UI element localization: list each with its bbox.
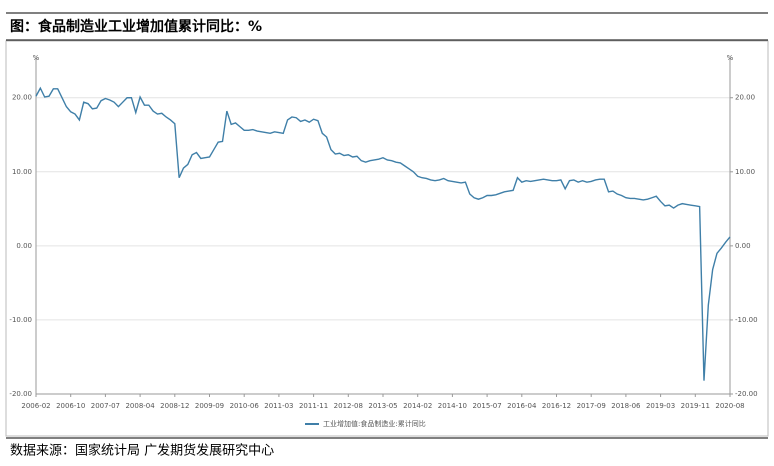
x-tick-label: 2016-04 xyxy=(507,402,537,410)
x-tick-label: 2008-12 xyxy=(160,402,189,410)
source-note: 数据来源：国家统计局 广发期货发展研究中心 xyxy=(10,443,274,459)
y2-tick-label: -10.00 xyxy=(735,316,758,324)
y-tick-label: 10.00 xyxy=(12,168,32,176)
y-tick-label: -10.00 xyxy=(9,316,32,324)
x-tick-label: 2016-12 xyxy=(542,402,571,410)
x-tick-label: 2006-02 xyxy=(21,402,50,410)
y2-tick-label: -20.00 xyxy=(735,390,758,398)
legend-label: 工业增加值:食品制造业:累计同比 xyxy=(323,419,426,428)
x-tick-label: 2018-06 xyxy=(611,402,641,410)
x-tick-label: 2015-07 xyxy=(472,402,501,410)
data-line xyxy=(35,86,731,381)
y-tick-label: -20.00 xyxy=(9,390,32,398)
x-tick-label: 2020-08 xyxy=(715,402,744,410)
x-tick-label: 2008-04 xyxy=(125,402,155,410)
x-tick-label: 2009-09 xyxy=(195,402,224,410)
x-tick-label: 2014-10 xyxy=(438,402,467,410)
y-tick-label: 0.00 xyxy=(16,242,32,250)
x-tick-label: 2014-02 xyxy=(403,402,432,410)
chart-frame xyxy=(5,40,769,437)
x-tick-label: 2006-10 xyxy=(56,402,85,410)
y-tick-label: 20.00 xyxy=(12,94,32,102)
x-tick-label: 2011-11 xyxy=(299,402,328,410)
y2-tick-label: 10.00 xyxy=(735,168,755,176)
x-tick-label: 2019-11 xyxy=(681,402,710,410)
y2-tick-label: 0.00 xyxy=(735,242,751,250)
x-tick-label: 2019-03 xyxy=(646,402,675,410)
x-tick-label: 2013-05 xyxy=(368,402,397,410)
x-tick-label: 2017-09 xyxy=(577,402,606,410)
x-tick-label: 2012-08 xyxy=(334,402,363,410)
chart-title: 图：食品制造业工业增加值累计同比：% xyxy=(10,18,262,35)
x-tick-label: 2010-06 xyxy=(230,402,260,410)
x-tick-label: 2011-03 xyxy=(264,402,293,410)
x-tick-label: 2007-07 xyxy=(91,402,120,410)
y2-tick-label: 20.00 xyxy=(735,94,755,102)
